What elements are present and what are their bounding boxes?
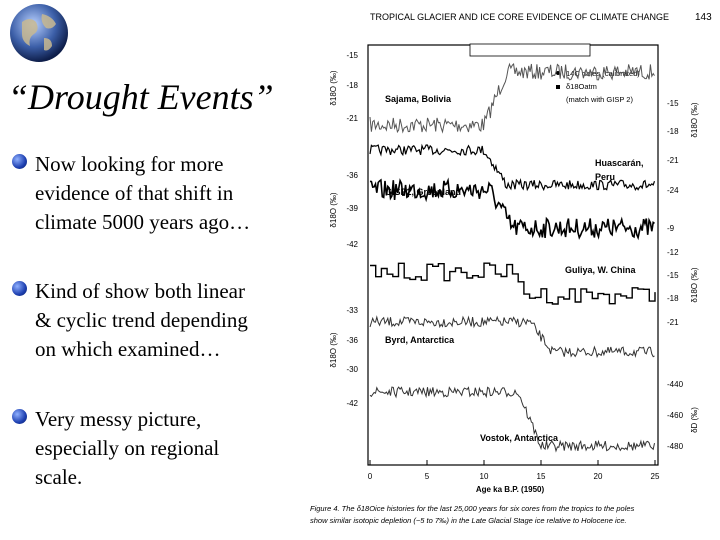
proxy-curve xyxy=(370,262,656,305)
legend-text: (match with GISP 2) xyxy=(566,95,633,104)
left-tick-label: -15 xyxy=(346,51,358,60)
left-tick-label: -18 xyxy=(346,81,358,90)
left-tick-label: -30 xyxy=(346,365,358,374)
core-label: Sajama, Bolivia xyxy=(385,94,452,104)
left-tick-label: -42 xyxy=(346,240,358,249)
bullet-text: scale. xyxy=(35,465,83,489)
left-tick-label: -33 xyxy=(346,306,358,315)
y-axis-label: δ18O (‰) xyxy=(690,102,699,137)
bullet-dot xyxy=(12,409,27,424)
right-tick-label: -21 xyxy=(667,156,679,165)
figure: TROPICAL GLACIER AND ICE CORE EVIDENCE O… xyxy=(310,12,712,525)
x-tick-label: 5 xyxy=(425,472,430,481)
left-tick-label: -42 xyxy=(346,399,358,408)
core-label: Byrd, Antarctica xyxy=(385,335,455,345)
slide-title: “Drought Events” xyxy=(8,77,274,117)
bullet-text: Kind of show both linear xyxy=(35,279,245,303)
bullet-text: Now looking for more xyxy=(35,152,224,176)
figure-caption: Figure 4. The δ18Oice histories for the … xyxy=(310,504,635,513)
y-axis-label: δD (‰) xyxy=(690,407,699,433)
legend-box xyxy=(469,43,591,57)
left-tick-label: -36 xyxy=(346,171,358,180)
legend-marker xyxy=(556,85,560,89)
right-tick-label: -15 xyxy=(667,271,679,280)
bullet-text: on which examined… xyxy=(35,337,221,361)
right-tick-label: -18 xyxy=(667,127,679,136)
x-tick-label: 10 xyxy=(480,472,489,481)
right-tick-label: -21 xyxy=(667,318,679,327)
y-axis-label: δ18O (‰) xyxy=(690,267,699,302)
proxy-curve xyxy=(369,386,655,453)
right-tick-label: -18 xyxy=(667,294,679,303)
proxy-curve xyxy=(369,315,655,359)
core-label: GISP2, Greenland xyxy=(385,187,461,197)
right-tick-label: -460 xyxy=(667,411,684,420)
y-axis-label: δ18O (‰) xyxy=(329,332,338,367)
x-tick-label: 0 xyxy=(368,472,373,481)
proxy-curve xyxy=(369,143,656,192)
figure-caption: show similar isotopic depletion (~5 to 7… xyxy=(310,516,627,525)
bullet-dot xyxy=(12,281,27,296)
right-tick-label: -480 xyxy=(667,442,684,451)
globe-icon xyxy=(10,4,68,62)
x-tick-label: 15 xyxy=(537,472,546,481)
x-axis-label: Age ka B.P. (1950) xyxy=(476,485,545,494)
bullet-text: evidence of that shift in xyxy=(35,181,234,205)
core-label: Peru xyxy=(595,172,615,182)
y-axis-label: δ18O (‰) xyxy=(329,70,338,105)
bullet-text: climate 5000 years ago… xyxy=(35,210,251,234)
x-tick-label: 25 xyxy=(651,472,660,481)
core-label: Huascarán, xyxy=(595,158,644,168)
core-label: Guliya, W. China xyxy=(565,265,637,275)
legend-text: δ18Oatm xyxy=(566,82,597,91)
bullet-text: especially on regional xyxy=(35,436,220,460)
bullet-text: Very messy picture, xyxy=(35,407,202,431)
right-tick-label: -12 xyxy=(667,248,679,257)
core-label: Vostok, Antarctica xyxy=(480,433,559,443)
left-tick-label: -21 xyxy=(346,114,358,123)
plot-frame xyxy=(367,44,659,466)
right-tick-label: -440 xyxy=(667,380,684,389)
page-number: 143 xyxy=(695,12,712,23)
y-axis-label: δ18O (‰) xyxy=(329,192,338,227)
right-tick-label: -24 xyxy=(667,186,679,195)
bullet-dot xyxy=(12,154,27,169)
left-tick-label: -39 xyxy=(346,204,358,213)
bullet-text: & cyclic trend depending xyxy=(35,308,248,332)
left-tick-label: -36 xyxy=(346,336,358,345)
right-tick-label: -9 xyxy=(667,224,675,233)
proxy-curve xyxy=(369,62,655,134)
proxy-curve xyxy=(369,177,655,241)
x-tick-label: 20 xyxy=(594,472,603,481)
page-header: TROPICAL GLACIER AND ICE CORE EVIDENCE O… xyxy=(370,12,669,22)
right-tick-label: -15 xyxy=(667,99,679,108)
